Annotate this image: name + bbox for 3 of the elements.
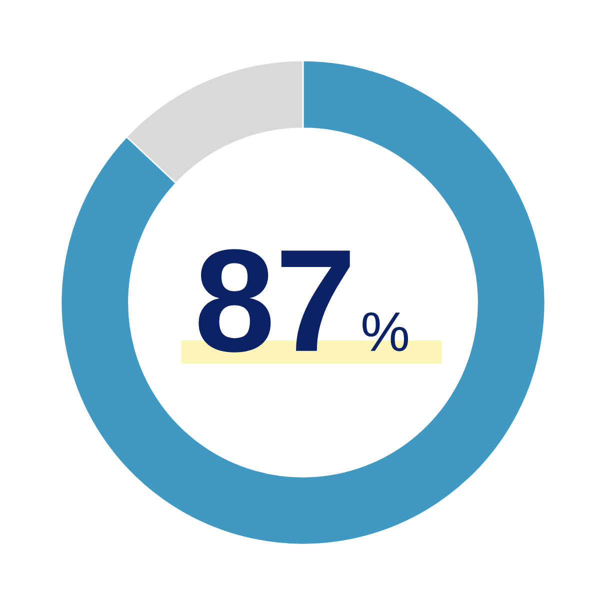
donut-slice [60,60,546,546]
text: % [362,312,408,352]
text: 87 [198,249,350,352]
